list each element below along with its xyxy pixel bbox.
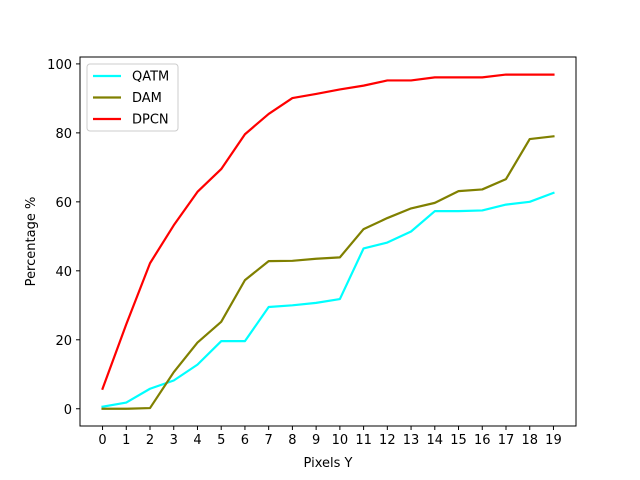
legend: QATM DAM DPCN — [86, 63, 179, 132]
legend-box — [86, 63, 179, 132]
y-axis: 0 20 40 60 80 100 — [47, 58, 80, 418]
x-tick-label: 2 — [146, 433, 154, 448]
x-tick-label: 4 — [193, 433, 201, 448]
x-tick-label: 11 — [355, 433, 372, 448]
x-tick-label: 17 — [498, 433, 515, 448]
y-tick-label: 40 — [55, 265, 72, 280]
x-axis-label: Pixels Y — [304, 456, 353, 471]
x-tick-label: 7 — [265, 433, 273, 448]
series-line-qatm — [101, 191, 555, 408]
x-tick-label: 10 — [332, 433, 349, 448]
x-tick-label: 8 — [288, 433, 296, 448]
y-tick-label: 20 — [55, 334, 72, 349]
series-line-dpcn — [101, 73, 555, 391]
x-tick-label: 13 — [403, 433, 420, 448]
x-tick-label: 1 — [122, 433, 130, 448]
x-tick-label: 9 — [312, 433, 320, 448]
legend-label-dam: DAM — [132, 91, 162, 106]
x-tick-label: 18 — [521, 433, 538, 448]
x-tick-label: 0 — [98, 433, 106, 448]
plot-frame — [79, 56, 577, 427]
x-tick-label: 5 — [217, 433, 225, 448]
x-tick-label: 14 — [427, 433, 444, 448]
x-tick-label: 19 — [545, 433, 562, 448]
x-tick-label: 6 — [241, 433, 249, 448]
series-line-dam — [101, 135, 555, 410]
y-tick-label: 80 — [55, 127, 72, 142]
x-tick-label: 15 — [450, 433, 467, 448]
y-axis-label: Percentage % — [24, 197, 39, 287]
x-tick-label: 3 — [170, 433, 178, 448]
y-tick-label: 60 — [55, 196, 72, 211]
x-tick-label: 16 — [474, 433, 491, 448]
legend-label-dpcn: DPCN — [132, 113, 169, 128]
y-tick-label: 100 — [47, 58, 72, 73]
x-axis: 0 1 2 3 4 5 6 7 8 9 10 11 12 13 14 15 16 17 18 19 — [98, 426, 562, 448]
series-lines — [101, 73, 555, 410]
y-tick-label: 0 — [64, 403, 72, 418]
legend-label-qatm: QATM — [132, 70, 169, 85]
x-tick-label: 12 — [379, 433, 396, 448]
